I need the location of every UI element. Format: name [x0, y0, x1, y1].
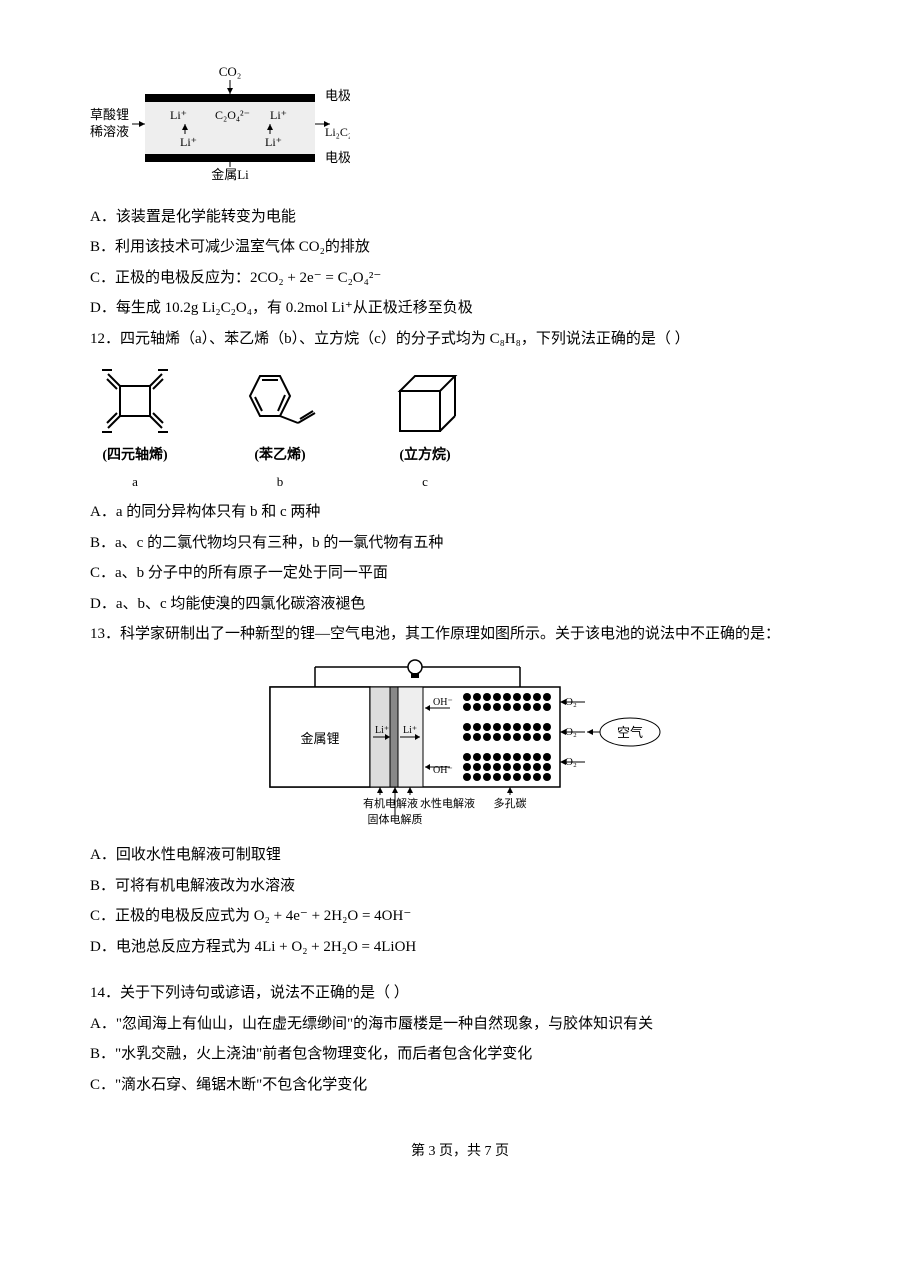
svg-text:有机电解液: 有机电解液 [363, 796, 418, 810]
q13-option-c: C．正极的电极反应式为 O₂ + 4e⁻ + 2H₂O = 4OH⁻ [90, 902, 830, 931]
svg-text:固体电解质: 固体电解质 [368, 812, 423, 825]
q13-diagram: 金属锂 Li⁺ Li⁺ OH⁻ OH⁻ O₂ O₂ O₂ [90, 655, 830, 836]
molecule-b: (苯乙烯) b [230, 361, 330, 494]
q11-diagram: CO₂ 电极a 草酸锂 稀溶液 Li⁺ C₂O₄²⁻ Li⁺ Li₂C₂O₄ L… [90, 64, 830, 195]
molecule-a: (四元轴烯) a [90, 361, 180, 494]
electrode-a-label: 电极a [325, 88, 350, 103]
svg-text:水性电解液: 水性电解液 [420, 796, 475, 810]
q13-option-a: A．回收水性电解液可制取锂 [90, 841, 830, 870]
svg-text:Li⁺: Li⁺ [170, 108, 187, 122]
mol-c-sub: c [422, 470, 428, 495]
svg-text:OH⁻: OH⁻ [433, 697, 453, 708]
q12-option-b: B．a、c 的二氯代物均只有三种，b 的一氯代物有五种 [90, 529, 830, 558]
q11-option-a: A．该装置是化学能转变为电能 [90, 203, 830, 232]
svg-text:金属锂: 金属锂 [300, 731, 339, 746]
svg-text:Li⁺: Li⁺ [265, 135, 282, 149]
q14-stem: 14．关于下列诗句或谚语，说法不正确的是（ ） [90, 979, 830, 1008]
electrode-b-label: 电极b [325, 150, 350, 165]
q11-option-d: D．每生成 10.2g Li₂C₂O₄，有 0.2mol Li⁺从正极迁移至负极 [90, 294, 830, 323]
svg-text:C₂O₄²⁻: C₂O₄²⁻ [215, 108, 250, 122]
co2-label: CO₂ [219, 64, 242, 79]
metal-li-label: 金属Li [211, 167, 249, 182]
q12-option-a: A．a 的同分异构体只有 b 和 c 两种 [90, 498, 830, 527]
mol-a-caption: (四元轴烯) [102, 443, 167, 470]
q14-option-c: C．"滴水石穿、绳锯木断"不包含化学变化 [90, 1071, 830, 1100]
q13-option-d: D．电池总反应方程式为 4Li + O₂ + 2H₂O = 4LiOH [90, 933, 830, 962]
svg-text:Li⁺: Li⁺ [375, 725, 389, 736]
mol-c-caption: (立方烷) [399, 443, 450, 470]
molecule-c: (立方烷) c [380, 361, 470, 494]
q11-option-b: B．利用该技术可减少温室气体 CO₂的排放 [90, 233, 830, 262]
q12-option-c: C．a、b 分子中的所有原子一定处于同一平面 [90, 559, 830, 588]
mol-b-caption: (苯乙烯) [254, 443, 305, 470]
q13-stem: 13．科学家研制出了一种新型的锂—空气电池，其工作原理如图所示。关于该电池的说法… [90, 620, 830, 649]
q11-option-c: C．正极的电极反应为：2CO₂ + 2e⁻ = C₂O₄²⁻ [90, 264, 830, 293]
svg-text:多孔碳: 多孔碳 [494, 796, 527, 810]
q12-molecules: (四元轴烯) a (苯乙烯) b (立方烷) c [90, 361, 830, 494]
porous-carbon-dots [460, 691, 555, 783]
product-label: Li₂C₂O₄ [325, 125, 350, 139]
svg-text:Li⁺: Li⁺ [180, 135, 197, 149]
left-label-1: 草酸锂 [90, 107, 129, 122]
svg-text:空气: 空气 [617, 725, 643, 740]
left-label-2: 稀溶液 [90, 124, 129, 139]
q14-option-b: B．"水乳交融，火上浇油"前者包含物理变化，而后者包含化学变化 [90, 1040, 830, 1069]
svg-text:Li⁺: Li⁺ [270, 108, 287, 122]
page-footer: 第 3 页，共 7 页 [90, 1139, 830, 1166]
mol-b-sub: b [277, 470, 284, 495]
q13-option-b: B．可将有机电解液改为水溶液 [90, 872, 830, 901]
q12-option-d: D．a、b、c 均能使溴的四氯化碳溶液褪色 [90, 590, 830, 619]
q14-option-a: A．"忽闻海上有仙山，山在虚无缥缈间"的海市蜃楼是一种自然现象，与胶体知识有关 [90, 1010, 830, 1039]
mol-a-sub: a [132, 470, 138, 495]
q12-stem: 12．四元轴烯（a）、苯乙烯（b）、立方烷（c）的分子式均为 C₈H₈，下列说法… [90, 325, 830, 354]
